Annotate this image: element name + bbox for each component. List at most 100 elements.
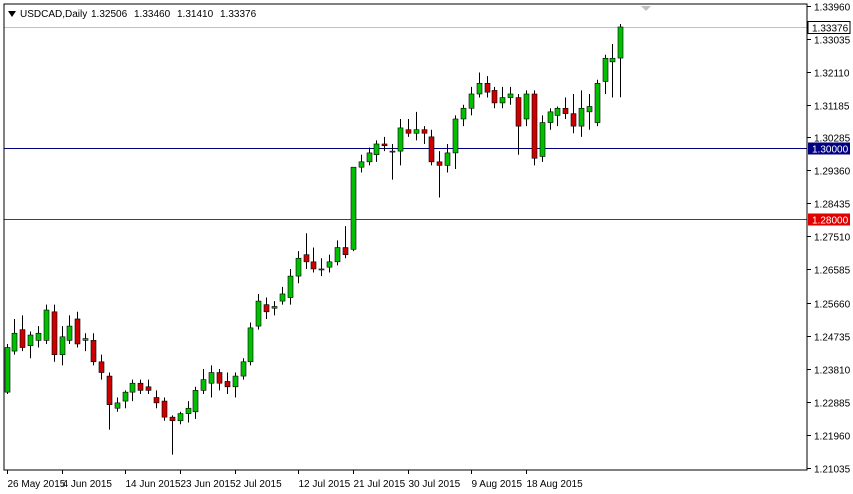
candle[interactable] bbox=[444, 143, 451, 173]
candle[interactable] bbox=[98, 354, 105, 380]
triangle-down-icon[interactable] bbox=[8, 11, 16, 17]
candle[interactable] bbox=[145, 379, 152, 394]
candle[interactable] bbox=[43, 304, 50, 344]
candle[interactable] bbox=[366, 147, 373, 166]
candle[interactable] bbox=[177, 411, 184, 425]
candle[interactable] bbox=[185, 401, 192, 423]
candle[interactable] bbox=[11, 318, 18, 355]
candle-body-bull bbox=[452, 118, 459, 154]
candle[interactable] bbox=[586, 93, 593, 130]
candle[interactable] bbox=[106, 372, 113, 430]
candle[interactable] bbox=[153, 390, 160, 409]
candle[interactable] bbox=[74, 311, 81, 348]
chart-shift-marker-icon[interactable] bbox=[641, 6, 651, 11]
candle[interactable] bbox=[200, 368, 207, 394]
candle[interactable] bbox=[523, 90, 530, 127]
candle-body-bull bbox=[287, 275, 294, 298]
candle[interactable] bbox=[295, 251, 302, 284]
candle[interactable] bbox=[216, 368, 223, 391]
candle[interactable] bbox=[468, 86, 475, 116]
candle[interactable] bbox=[484, 76, 491, 98]
candle[interactable] bbox=[279, 286, 286, 305]
x-tick-label: 21 Jul 2015 bbox=[354, 479, 406, 490]
candle[interactable] bbox=[271, 301, 278, 316]
candle[interactable] bbox=[4, 343, 11, 394]
y-tick-label: 1.28435 bbox=[814, 200, 851, 211]
candle[interactable] bbox=[413, 111, 420, 141]
x-tick-label: 18 Aug 2015 bbox=[527, 479, 584, 490]
candle[interactable] bbox=[602, 54, 609, 94]
candle[interactable] bbox=[397, 118, 404, 166]
candle[interactable] bbox=[240, 358, 247, 380]
x-tick-label: 30 Jul 2015 bbox=[409, 479, 461, 490]
candle-body-bull bbox=[326, 261, 333, 268]
candle[interactable] bbox=[460, 104, 467, 127]
candle[interactable] bbox=[562, 97, 569, 119]
price-axis: 1.30000 1.28000 1.33376 1.33960 1.33035 1.321… bbox=[807, 3, 851, 476]
current-price-label: 1.33376 bbox=[812, 24, 849, 35]
candle[interactable] bbox=[389, 143, 396, 180]
candle-body-bull bbox=[609, 57, 616, 63]
candle[interactable] bbox=[326, 254, 333, 273]
candle[interactable] bbox=[405, 118, 412, 137]
candle-body-bear bbox=[19, 329, 26, 348]
candle[interactable] bbox=[90, 333, 97, 366]
candle[interactable] bbox=[499, 86, 506, 109]
candle[interactable] bbox=[122, 390, 129, 409]
candle[interactable] bbox=[609, 43, 616, 98]
candle[interactable] bbox=[476, 72, 483, 98]
candle[interactable] bbox=[515, 93, 522, 155]
candle[interactable] bbox=[507, 86, 514, 105]
candle[interactable] bbox=[318, 258, 325, 277]
candle[interactable] bbox=[310, 247, 317, 273]
candle[interactable] bbox=[350, 166, 357, 252]
candle-body-bear bbox=[161, 400, 168, 418]
candle[interactable] bbox=[263, 297, 270, 319]
candle-body-bear bbox=[224, 381, 231, 388]
candle[interactable] bbox=[570, 93, 577, 134]
candle[interactable] bbox=[255, 293, 262, 330]
candle[interactable] bbox=[114, 397, 121, 412]
candle[interactable] bbox=[82, 333, 89, 352]
candle[interactable] bbox=[381, 136, 388, 152]
candle[interactable] bbox=[539, 115, 546, 162]
candle-body-bull bbox=[247, 327, 254, 363]
candle[interactable] bbox=[491, 86, 498, 109]
candle[interactable] bbox=[594, 79, 601, 127]
candle[interactable] bbox=[51, 304, 58, 362]
candle[interactable] bbox=[35, 326, 42, 348]
candle[interactable] bbox=[547, 108, 554, 130]
candle[interactable] bbox=[303, 233, 310, 269]
header-open: 1.32506 bbox=[91, 9, 128, 20]
candle[interactable] bbox=[192, 386, 199, 419]
candle[interactable] bbox=[531, 90, 538, 166]
candle[interactable] bbox=[421, 126, 428, 144]
candle[interactable] bbox=[247, 322, 254, 366]
candle[interactable] bbox=[137, 379, 144, 394]
candle[interactable] bbox=[27, 331, 34, 359]
candle[interactable] bbox=[578, 90, 585, 137]
candle[interactable] bbox=[59, 326, 66, 366]
candle[interactable] bbox=[224, 372, 231, 394]
candle[interactable] bbox=[208, 365, 215, 398]
current-price-box bbox=[807, 21, 851, 34]
candle[interactable] bbox=[358, 154, 365, 173]
candle[interactable] bbox=[287, 268, 294, 305]
candle[interactable] bbox=[334, 240, 341, 266]
candle[interactable] bbox=[232, 372, 239, 398]
candle[interactable] bbox=[129, 379, 136, 402]
candle[interactable] bbox=[452, 115, 459, 169]
candle[interactable] bbox=[161, 397, 168, 421]
candle[interactable] bbox=[342, 226, 349, 259]
candle[interactable] bbox=[169, 415, 176, 455]
candle[interactable] bbox=[373, 140, 380, 162]
candle[interactable] bbox=[436, 151, 443, 198]
candle-body-bull bbox=[476, 82, 483, 95]
candle[interactable] bbox=[19, 315, 26, 352]
candle[interactable] bbox=[428, 129, 435, 166]
candle[interactable] bbox=[66, 315, 73, 344]
candle[interactable] bbox=[617, 23, 624, 98]
candles-group[interactable] bbox=[4, 23, 624, 455]
candle[interactable] bbox=[554, 106, 561, 127]
